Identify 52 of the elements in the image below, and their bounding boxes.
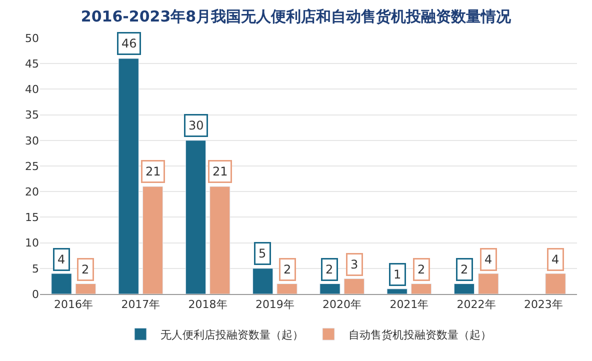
bar — [142, 186, 164, 294]
data-label: 4 — [552, 252, 560, 266]
bar — [410, 284, 432, 294]
x-tick-label: 2021年 — [390, 298, 429, 312]
y-tick-label: 10 — [25, 236, 39, 250]
y-tick-label: 15 — [25, 211, 39, 224]
bar — [185, 140, 206, 294]
data-label: 2 — [326, 262, 334, 276]
data-label: 4 — [484, 252, 492, 266]
data-label: 4 — [58, 252, 66, 266]
y-tick-label: 25 — [25, 160, 39, 173]
y-tick-label: 45 — [25, 57, 39, 70]
legend-label: 自动售货机投融资数量（起） — [348, 328, 492, 342]
y-tick-label: 20 — [25, 185, 39, 198]
bar — [344, 278, 364, 294]
data-label: 21 — [212, 164, 228, 178]
data-label: 2 — [284, 262, 292, 276]
data-label: 2 — [82, 262, 90, 276]
y-tick-label: 35 — [25, 108, 39, 122]
y-tick-label: 40 — [25, 83, 39, 96]
bar — [252, 268, 274, 294]
data-label: 46 — [122, 36, 137, 50]
bar — [118, 58, 139, 294]
x-tick-label: 2016年 — [54, 298, 94, 312]
bar — [51, 273, 72, 294]
bar — [386, 288, 408, 294]
data-label: 21 — [146, 164, 161, 178]
x-tick-label: 2017年 — [121, 298, 160, 312]
legend-label: 无人便利店投融资数量（起） — [160, 328, 304, 342]
y-tick-label: 0 — [32, 288, 39, 301]
data-label: 30 — [188, 118, 204, 132]
x-tick-label: 2019年 — [255, 298, 294, 312]
bar — [75, 284, 96, 294]
bar — [210, 186, 230, 294]
x-tick-label: 2018年 — [188, 298, 228, 312]
y-tick-label: 5 — [32, 262, 39, 276]
bar — [478, 273, 499, 294]
bar — [454, 284, 475, 294]
x-tick-label: 2020年 — [322, 298, 362, 312]
data-label: 2 — [460, 262, 468, 276]
bar — [276, 284, 298, 294]
bar — [545, 273, 566, 294]
x-tick-label: 2023年 — [524, 298, 563, 312]
data-label: 3 — [350, 258, 358, 272]
chart-title: 2016-2023年8月我国无人便利店和自动售货机投融资数量情况 — [80, 7, 512, 26]
y-tick-label: 30 — [25, 134, 39, 148]
data-label: 5 — [258, 246, 266, 260]
data-label: 1 — [394, 268, 402, 282]
y-tick-label: 50 — [25, 32, 39, 45]
data-label: 2 — [418, 262, 426, 276]
bar — [320, 284, 340, 294]
x-tick-label: 2022年 — [456, 298, 496, 312]
